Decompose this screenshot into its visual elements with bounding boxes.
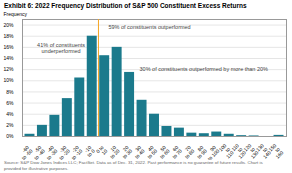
svg-text:41% of constituentsunderperfor: 41% of constituentsunderperformed [37, 43, 85, 55]
svg-text:12%: 12% [3, 67, 14, 73]
svg-text:10to 20: 10to 20 [105, 144, 121, 160]
svg-text:4%: 4% [6, 111, 14, 117]
svg-text:Frequency: Frequency [4, 12, 28, 18]
svg-text:30% of constituents outperform: 30% of constituents outperformed by more… [140, 66, 269, 72]
svg-text:0%: 0% [6, 134, 14, 140]
svg-text:150to160: 150to160 [267, 143, 284, 160]
svg-text:-60to -50: -60to -50 [17, 144, 34, 160]
svg-text:-10to 0: -10to 0 [82, 144, 96, 158]
svg-text:2%: 2% [6, 122, 14, 128]
svg-text:-50to -40: -50to -40 [29, 144, 46, 160]
svg-text:20to 30: 20to 30 [118, 144, 134, 160]
svg-text:14%: 14% [3, 56, 14, 62]
svg-text:16%: 16% [3, 44, 14, 50]
svg-text:59% of constituents outperform: 59% of constituents outperformed [108, 24, 190, 30]
svg-text:50to 60: 50to 60 [155, 144, 171, 160]
svg-text:20%: 20% [3, 22, 14, 28]
svg-text:40to 50: 40to 50 [142, 144, 158, 160]
svg-text:90to 100: 90to 100 [203, 144, 221, 160]
svg-text:8%: 8% [6, 89, 14, 95]
svg-text:0 to10: 0 to10 [95, 144, 109, 158]
svg-text:60to 70: 60to 70 [167, 144, 183, 160]
svg-text:70to 80: 70to 80 [180, 144, 196, 160]
svg-text:6%: 6% [6, 100, 14, 106]
svg-text:18%: 18% [3, 33, 14, 39]
svg-text:-30to -20: -30to -20 [54, 144, 71, 160]
svg-text:-40to -30: -40to -30 [42, 144, 59, 160]
svg-text:10%: 10% [3, 78, 14, 84]
svg-text:30to 40: 30to 40 [130, 144, 146, 160]
svg-text:-20to -10: -20to -10 [67, 144, 84, 160]
